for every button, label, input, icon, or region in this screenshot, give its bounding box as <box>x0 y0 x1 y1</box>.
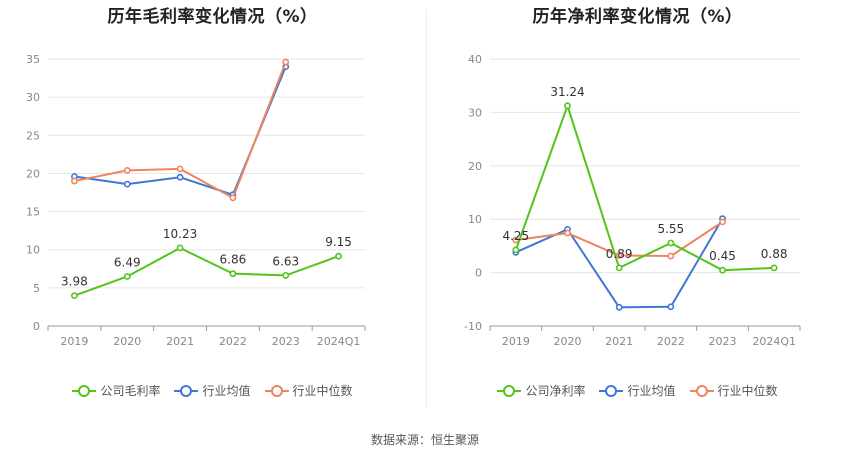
data-point[interactable] <box>123 180 131 188</box>
y-tick-label: 0 <box>475 267 482 280</box>
legend-swatch-icon <box>689 384 714 397</box>
y-tick-label: 15 <box>26 206 40 219</box>
net-margin-chart: -10 0 10 20 30 40 2019 2020 2021 2022 2023 2024Q1 4.… <box>464 53 801 348</box>
data-label: 31.24 <box>550 85 584 99</box>
data-label: 0.89 <box>606 247 633 261</box>
y-tick-label: 5 <box>33 282 40 295</box>
data-point[interactable] <box>229 194 237 202</box>
series-line <box>515 218 724 309</box>
data-point[interactable] <box>667 239 675 247</box>
data-label: 6.86 <box>220 253 247 267</box>
net-margin-chart-title: 历年净利率变化情况（%） <box>532 7 743 27</box>
x-tick-label: 2022 <box>219 335 247 348</box>
y-tick-label: 35 <box>26 53 40 66</box>
data-label: 3.98 <box>61 275 88 289</box>
data-label: 0.45 <box>709 249 736 263</box>
legend-item[interactable]: 公司毛利率 <box>72 382 160 399</box>
legend-item[interactable]: 行业均值 <box>599 382 676 399</box>
data-point[interactable] <box>123 273 131 280</box>
data-point[interactable] <box>229 270 237 278</box>
net-margin-chart-panel: 历年净利率变化情况（%） -10 0 10 20 30 40 2019 2020 2021 202… <box>425 0 850 420</box>
y-tick-label: 40 <box>468 53 482 66</box>
gross-margin-chart-panel: 历年毛利率变化情况（%） 0 5 10 15 20 25 30 35 2019 2020 2021 2… <box>0 0 425 420</box>
x-tick-label: 2021 <box>166 335 194 348</box>
data-point[interactable] <box>615 303 623 311</box>
data-point[interactable] <box>512 246 520 254</box>
y-tick-label: 10 <box>468 213 482 226</box>
x-tick-label: 2023 <box>709 335 737 348</box>
gross-margin-legend: 公司毛利率 行业均值 行业中位数 <box>0 382 425 399</box>
data-point[interactable] <box>282 272 290 279</box>
data-label: 6.49 <box>114 255 141 269</box>
x-tick-label: 2021 <box>605 335 633 348</box>
y-tick-label: -10 <box>464 320 482 333</box>
y-tick-label: 20 <box>26 167 40 180</box>
y-tick-label: 30 <box>468 106 482 119</box>
x-tick-label: 2024Q1 <box>752 335 796 348</box>
data-point[interactable] <box>176 173 184 181</box>
legend-swatch-icon <box>72 384 97 397</box>
data-point[interactable] <box>719 218 726 226</box>
legend-label: 公司净利率 <box>525 384 586 398</box>
data-point[interactable] <box>335 252 342 260</box>
legend-item[interactable]: 行业中位数 <box>264 382 353 399</box>
data-point[interactable] <box>667 303 675 311</box>
y-tick-label: 20 <box>468 160 482 173</box>
data-point[interactable] <box>667 252 675 260</box>
panel-divider <box>426 10 427 408</box>
data-label: 4.25 <box>502 229 529 243</box>
legend-swatch-icon <box>264 384 289 397</box>
x-tick-label: 2020 <box>113 335 141 348</box>
data-label: 6.63 <box>272 254 299 268</box>
legend-label: 行业均值 <box>202 384 251 398</box>
net-margin-legend: 公司净利率 行业均值 行业中位数 <box>425 382 850 399</box>
x-tick-label: 2023 <box>272 335 300 348</box>
data-label: 10.23 <box>163 227 197 241</box>
data-point[interactable] <box>176 244 184 252</box>
legend-item[interactable]: 行业中位数 <box>689 382 778 399</box>
data-source-note: 数据来源：恒生聚源 <box>370 433 479 447</box>
x-tick-label: 2019 <box>60 335 88 348</box>
data-point[interactable] <box>176 165 184 173</box>
data-label: 5.55 <box>657 222 684 236</box>
legend-label: 行业均值 <box>627 384 676 398</box>
legend-item[interactable]: 行业均值 <box>174 382 251 399</box>
x-tick-label: 2019 <box>502 335 530 348</box>
x-tick-label: 2024Q1 <box>317 335 361 348</box>
legend-swatch-icon <box>599 384 624 397</box>
legend-label: 行业中位数 <box>292 384 353 398</box>
data-label: 0.88 <box>761 247 788 261</box>
y-tick-label: 0 <box>33 320 40 333</box>
gross-margin-chart-title: 历年毛利率变化情况（%） <box>107 7 318 27</box>
data-point[interactable] <box>615 252 623 259</box>
data-point[interactable] <box>615 264 623 272</box>
legend-swatch-icon <box>497 384 522 397</box>
legend-swatch-icon <box>174 384 199 397</box>
legend-label: 公司毛利率 <box>100 384 161 398</box>
y-tick-label: 30 <box>26 91 40 104</box>
legend-item[interactable]: 公司净利率 <box>497 382 585 399</box>
data-point[interactable] <box>770 264 778 272</box>
gross-margin-chart: 0 5 10 15 20 25 30 35 2019 2020 2021 2022 2023 2024Q1… <box>26 53 366 348</box>
data-point[interactable] <box>564 102 571 110</box>
y-tick-label: 25 <box>26 129 40 142</box>
x-tick-label: 2022 <box>657 335 685 348</box>
data-label: 9.15 <box>325 235 352 249</box>
data-point[interactable] <box>71 292 78 300</box>
data-point[interactable] <box>123 166 131 174</box>
series-line <box>74 246 339 297</box>
data-point[interactable] <box>719 266 726 274</box>
legend-label: 行业中位数 <box>717 384 778 398</box>
data-point[interactable] <box>71 177 78 185</box>
x-tick-label: 2020 <box>554 335 582 348</box>
data-point[interactable] <box>564 229 571 237</box>
series-line <box>514 102 775 272</box>
y-tick-label: 10 <box>26 244 40 257</box>
data-point[interactable] <box>282 58 290 66</box>
